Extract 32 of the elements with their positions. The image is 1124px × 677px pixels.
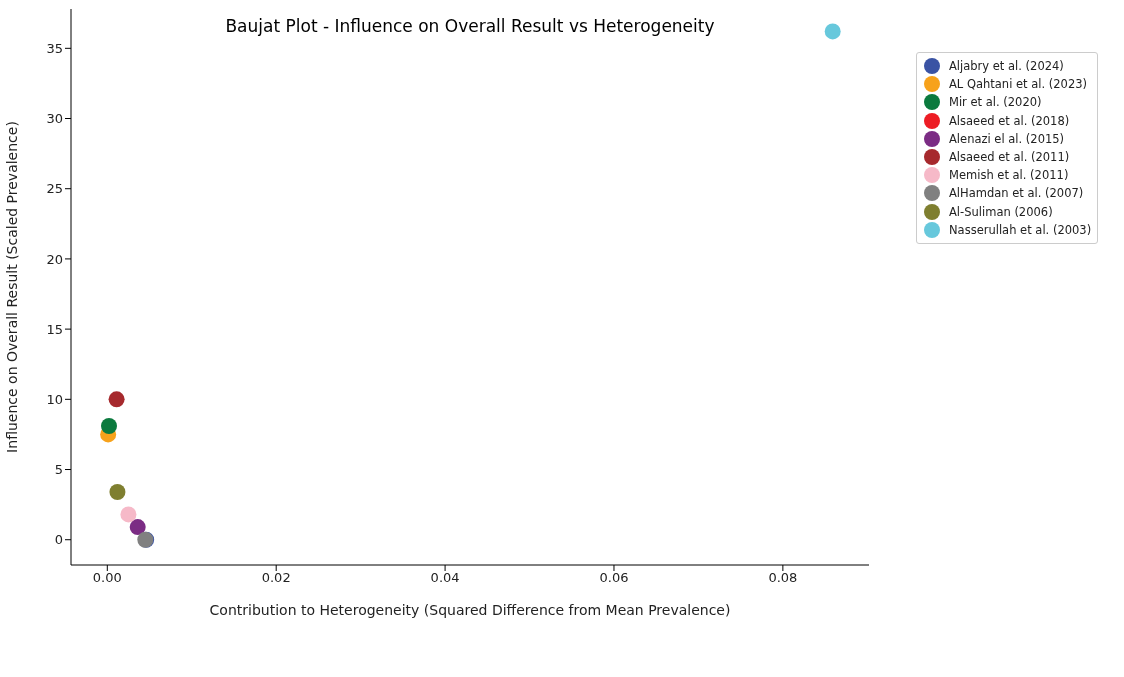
x-tick-label: 0.08 [768, 570, 798, 586]
y-tick-label: 35 [46, 40, 63, 56]
legend-label: Aljabry et al. (2024) [948, 58, 1065, 76]
x-tick-label: 0.06 [599, 570, 629, 586]
x-axis-title: Contribution to Heterogeneity (Squared Difference from Mean Prevalence) [209, 602, 731, 618]
y-axis-title: Influence on Overall Result (Scaled Prevalence) [3, 121, 20, 453]
point [129, 519, 146, 536]
legend-label: Mir et al. (2020) [948, 94, 1043, 112]
x-tick-label: 0.02 [261, 570, 291, 586]
legend-label: Alsaeed et al. (2018) [948, 112, 1071, 130]
y-tick-label: 15 [46, 321, 63, 337]
y-tick-label: 5 [54, 462, 63, 478]
y-tick-label: 25 [46, 181, 63, 197]
point [824, 23, 841, 40]
legend-label: AL Qahtani et al. (2023) [948, 76, 1089, 94]
x-tick-label: 0.00 [92, 570, 122, 586]
legend-label: Memish et al. (2011) [948, 167, 1070, 185]
point [108, 391, 125, 408]
chart-title: Baujat Plot - Influence on Overall Result vs Heterogeneity [224, 16, 716, 36]
y-tick-label: 0 [54, 532, 63, 548]
y-tick-label: 30 [46, 111, 63, 127]
legend-label: Nasserullah et al. (2003) [948, 221, 1092, 239]
legend-label: Alsaeed et al. (2011) [948, 149, 1071, 167]
y-tick-label: 10 [46, 391, 63, 407]
point [120, 506, 137, 523]
legend-label: AlHamdan et al. (2007) [948, 185, 1085, 203]
point [109, 483, 126, 500]
legend-label: Al-Suliman (2006) [948, 203, 1054, 221]
x-tick-label: 0.04 [430, 570, 460, 586]
legend-label: Alenazi el al. (2015) [948, 130, 1066, 148]
point [101, 418, 117, 434]
y-tick-label: 20 [46, 251, 63, 267]
